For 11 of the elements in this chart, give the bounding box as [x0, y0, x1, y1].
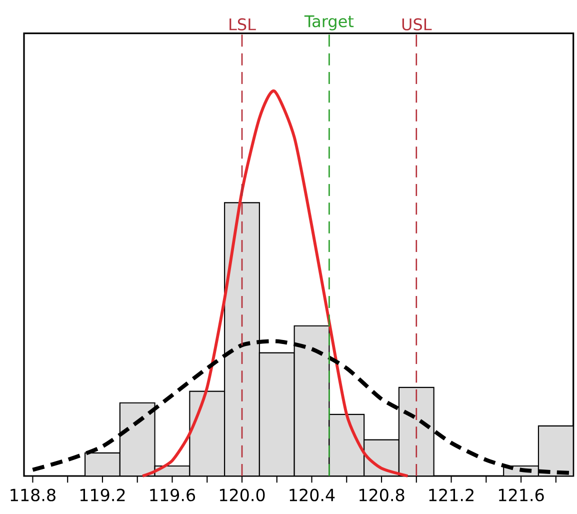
ref-line-label: LSL — [230, 18, 256, 30]
x-tick-label: 120.4 — [290, 488, 335, 502]
ref-line-label: Target — [304, 15, 354, 30]
x-tick-label: 120.0 — [220, 488, 265, 502]
x-tick-label: 121.2 — [429, 488, 474, 502]
x-tick-label: 120.8 — [359, 488, 404, 502]
x-tick-label: 118.8 — [10, 488, 56, 502]
ref-line-label: USL — [402, 18, 432, 30]
x-tick-label: 121.6 — [499, 488, 544, 502]
x-tick-label: 119.6 — [150, 488, 196, 502]
x-tick-label: 119.2 — [80, 488, 125, 502]
